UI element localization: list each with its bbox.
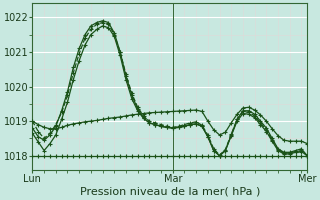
X-axis label: Pression niveau de la mer( hPa ): Pression niveau de la mer( hPa )	[80, 187, 260, 197]
